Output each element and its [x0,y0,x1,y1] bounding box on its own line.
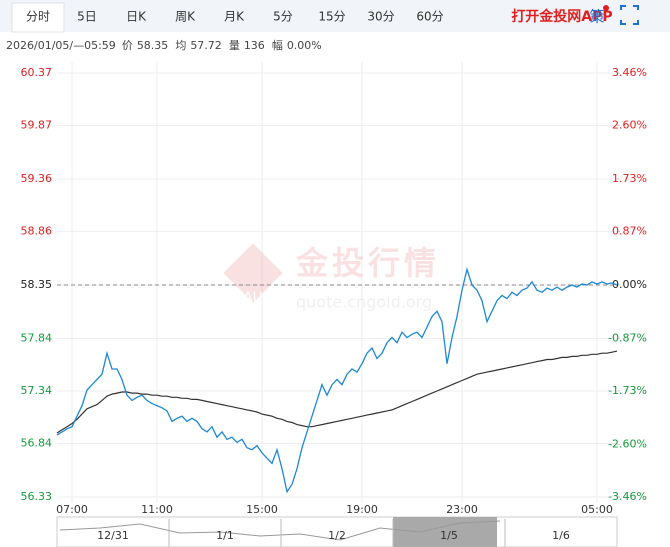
y2-tick-label: 0.87% [612,225,647,238]
y2-tick-label: 2.60% [612,119,647,132]
info-value: 136 [244,39,265,52]
y-tick-label: 59.36 [21,172,53,185]
watermark-logo [223,243,283,303]
navigator-frame [56,516,618,547]
y-tick-label: 56.33 [21,490,53,503]
active-tab-bg [11,2,65,33]
navigator-label[interactable]: 12/31 [97,529,129,542]
x-tick-label: 19:00 [346,503,378,516]
tab[interactable]: 周K [175,10,196,24]
y-tick-label: 56.84 [21,436,53,449]
tab[interactable]: 30分 [367,10,394,24]
y-tick-label: 58.86 [21,224,53,237]
info-label: 量 [229,39,240,52]
app-link[interactable]: 打开金投网APP [511,8,612,25]
info-value: 57.72 [190,39,222,52]
fullscreen-icon[interactable] [620,5,639,25]
y-tick-label: 59.87 [21,118,53,131]
navigator-label[interactable]: 1/2 [328,529,346,542]
info-label: 价 [122,39,133,52]
x-tick-label: 11:00 [141,503,173,516]
series-line [56,266,618,494]
info-time: 2026/01/05/—05:59 [6,39,116,52]
navigator-label[interactable]: 1/1 [216,529,234,542]
info-label: 幅 [272,39,283,52]
x-tick-label: 15:00 [246,503,278,516]
x-tick-label: 05:00 [581,503,613,516]
strategy-button[interactable]: 策 [589,8,604,26]
navigator-mini-line [59,520,501,541]
tab[interactable]: 60分 [416,10,443,24]
watermark: AU 金投行情 quote.cngold.org [223,243,440,312]
y-tick-label: 57.84 [21,332,53,345]
y2-tick-label: -1.73% [608,384,647,397]
tab[interactable]: 日K [126,10,147,24]
y2-tick-label: -2.60% [608,437,647,450]
tab[interactable]: 5分 [273,10,293,24]
y-tick-label: 58.35 [21,278,53,291]
info-value: 58.35 [137,39,169,52]
y2-tick-label: -0.87% [608,331,647,344]
y2-tick-label: 1.73% [612,172,647,185]
tab[interactable]: 15分 [318,10,345,24]
y-tick-label: 60.37 [21,66,53,79]
tab[interactable]: 5日 [77,10,97,24]
y2-tick-label: 0.00% [612,278,647,291]
watermark-logo-text: AU [243,290,263,306]
y-tick-label: 57.34 [21,384,53,397]
info-label: 均 [175,39,186,52]
watermark-name: 金投行情 [295,244,440,282]
series-line [56,350,618,434]
x-tick-label: 07:00 [56,503,88,516]
y2-tick-label: 3.46% [612,66,647,79]
navigator-label[interactable]: 1/5 [440,529,458,542]
navigator-label[interactable]: 1/6 [552,529,570,542]
notice-dot [603,5,609,11]
x-tick-label: 23:00 [446,503,478,516]
watermark-site: quote.cngold.org [296,293,432,312]
toolbar-bg [0,0,670,32]
tab[interactable]: 月K [224,10,245,24]
y2-tick-label: -3.46% [608,490,647,503]
tab[interactable]: 分时 [26,10,50,24]
info-value: 0.00% [287,39,322,52]
